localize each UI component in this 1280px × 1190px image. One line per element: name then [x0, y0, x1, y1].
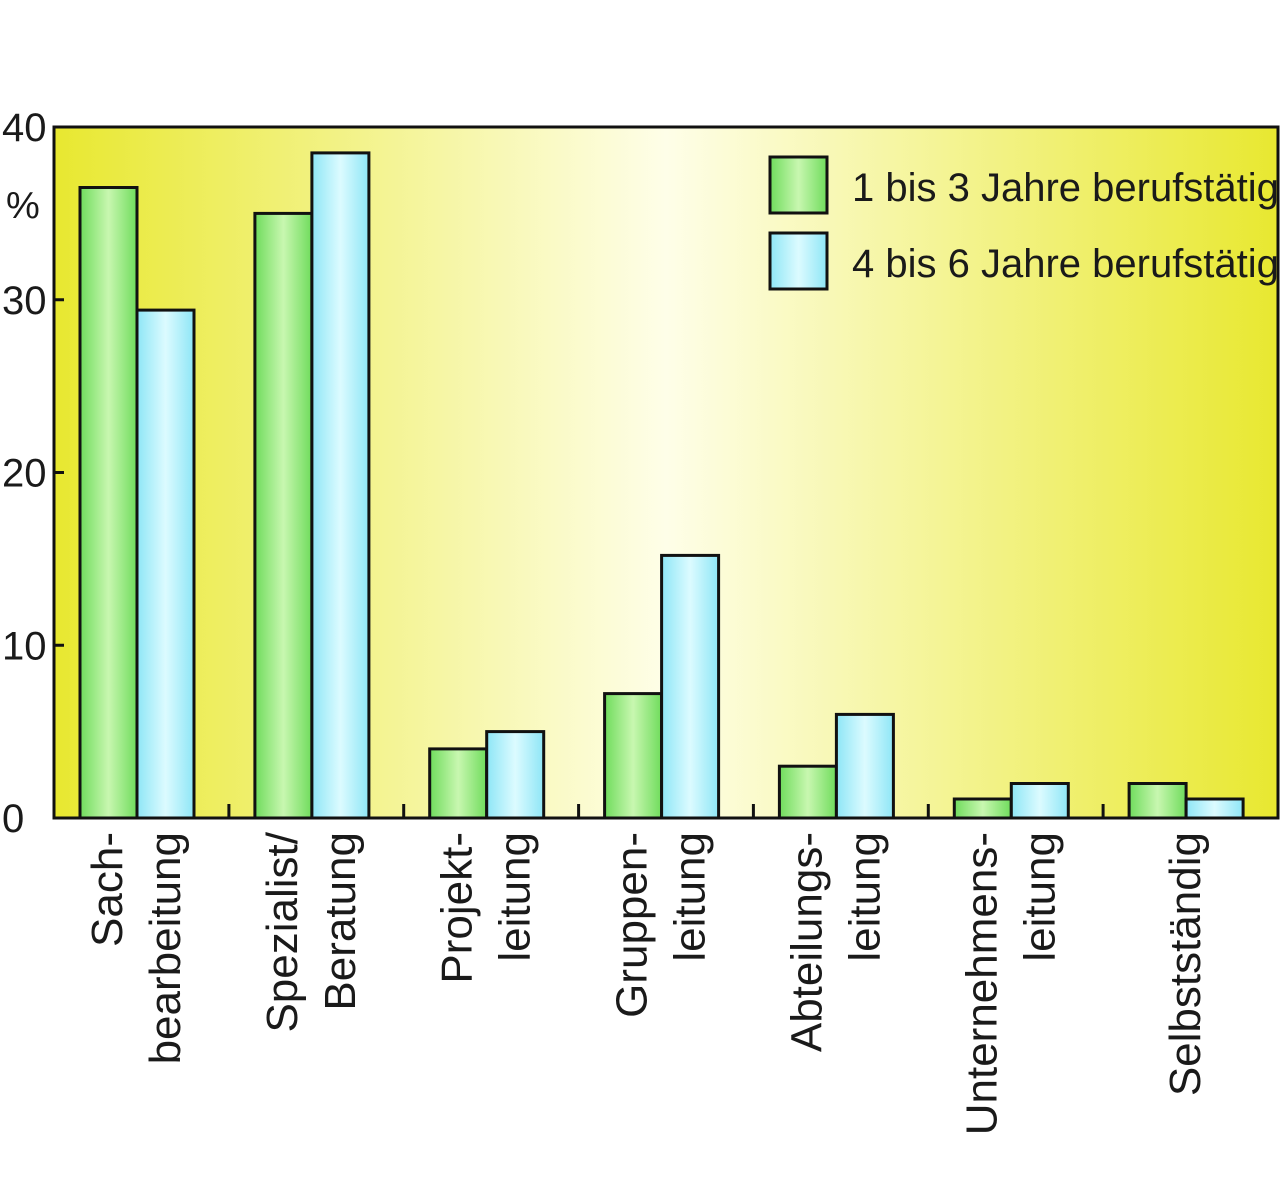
bars-group [78, 151, 1245, 820]
bar-series-1-0 [78, 186, 139, 820]
x-category-label-line: Unternehmens- [957, 832, 1006, 1135]
x-category-label-line: bearbeitung [141, 832, 190, 1064]
bar-series-2-0 [135, 308, 196, 820]
bar-series-2-3 [660, 553, 721, 820]
x-category-label: Abteilungs-leitung [782, 832, 889, 1052]
x-axis-ticks [227, 804, 1105, 818]
x-category-label: Sach-bearbeitung [83, 832, 190, 1064]
y-tick-label: 0 [2, 797, 24, 841]
x-category-label: Projekt-leitung [433, 832, 540, 984]
bar-series-1-5 [952, 797, 1013, 820]
y-tick-label: 10 [2, 624, 47, 668]
y-tick-label: 20 [2, 452, 47, 496]
y-axis-unit-label: % [6, 185, 40, 227]
bar-series-1-1 [253, 211, 314, 820]
legend-swatch [768, 155, 829, 215]
legend-label: 4 bis 6 Jahre berufstätig [852, 242, 1279, 286]
x-axis-labels: Sach-bearbeitung Spezialist/Beratung Proje… [83, 831, 1210, 1135]
x-category-label-line: Gruppen- [608, 832, 657, 1018]
bar-series-1-6 [1127, 782, 1188, 820]
x-category-label-line: Selbstständig [1161, 832, 1210, 1096]
x-category-label: Selbstständig [1161, 832, 1210, 1096]
y-axis: 0 10 20 30 40 [2, 106, 64, 841]
legend: 1 bis 3 Jahre berufstätig 4 bis 6 Jahre b… [768, 155, 1279, 291]
x-category-label: Gruppen-leitung [608, 832, 715, 1018]
x-category-label-line: Projekt- [433, 832, 482, 984]
bar-series-2-4 [834, 712, 895, 820]
x-category-label: Unternehmens-leitung [957, 832, 1064, 1135]
x-category-label-line: Sach- [83, 832, 132, 947]
x-category-label-line: Beratung [316, 832, 365, 1011]
bar-series-2-2 [485, 730, 546, 820]
bar-series-2-6 [1184, 797, 1245, 820]
legend-swatch [768, 231, 829, 291]
bar-series-2-1 [310, 151, 371, 820]
x-category-label-line: leitung [666, 832, 715, 962]
x-category-label: Spezialist/Beratung [258, 831, 365, 1032]
x-category-label-line: leitung [840, 832, 889, 962]
bar-series-1-4 [777, 764, 838, 820]
x-category-label-line: leitung [1015, 832, 1064, 962]
bar-series-1-3 [603, 692, 664, 820]
legend-label: 1 bis 3 Jahre berufstätig [852, 166, 1279, 210]
x-category-label-line: Abteilungs- [782, 832, 831, 1052]
x-category-label-line: leitung [491, 832, 540, 962]
x-category-label-line: Spezialist/ [258, 831, 307, 1032]
bar-series-2-5 [1009, 782, 1070, 820]
y-tick-label: 30 [2, 279, 47, 323]
bar-series-1-2 [428, 747, 489, 820]
y-tick-label: 40 [2, 106, 47, 150]
